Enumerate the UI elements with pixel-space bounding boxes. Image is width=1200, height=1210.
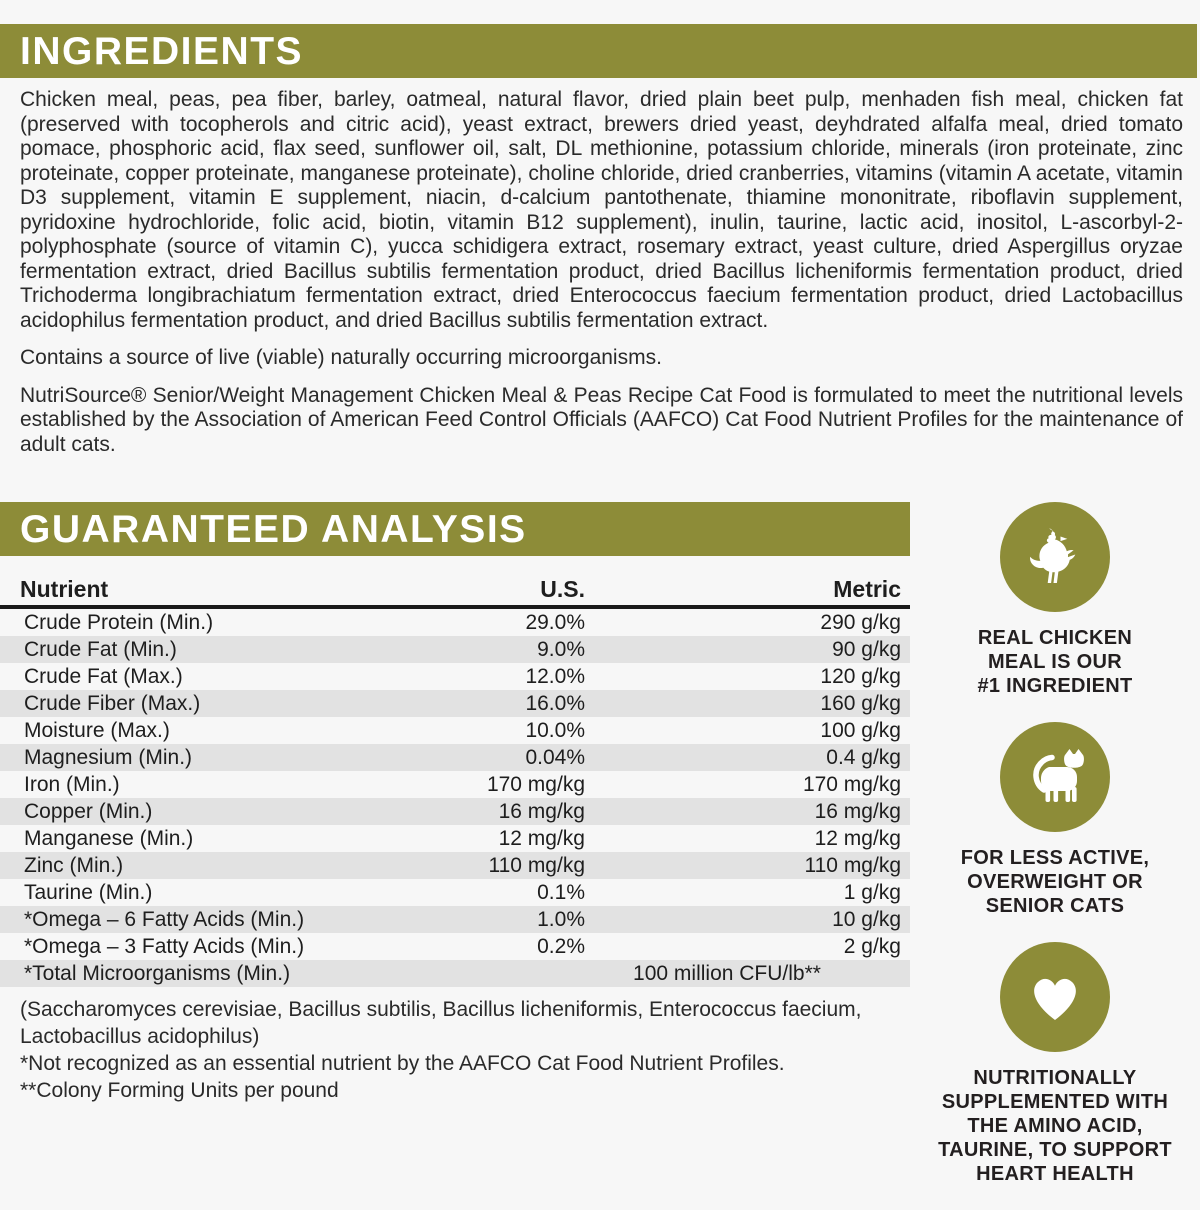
contains-statement: Contains a source of live (viable) natur… bbox=[20, 346, 662, 369]
column-header-nutrient: Nutrient bbox=[20, 576, 109, 602]
nutrient-cell: Zinc (Min.) bbox=[24, 853, 124, 877]
us-value-cell: 0.04% bbox=[525, 745, 585, 769]
table-row: Copper (Min.) 16 mg/kg 16 mg/kg bbox=[0, 798, 910, 825]
combined-value-cell: 100 million CFU/lb** bbox=[633, 961, 821, 985]
metric-value-cell: 90 g/kg bbox=[832, 637, 901, 661]
us-value-cell: 170 mg/kg bbox=[486, 772, 585, 796]
analysis-table-body: Crude Protein (Min.) 29.0% 290 g/kg Crude F… bbox=[0, 609, 910, 987]
metric-value-cell: 1 g/kg bbox=[843, 880, 901, 904]
table-row: Taurine (Min.) 0.1% 1 g/kg bbox=[0, 879, 910, 906]
guaranteed-analysis-banner: GUARANTEED ANALYSIS bbox=[0, 502, 910, 556]
us-value-cell: 12 mg/kg bbox=[498, 826, 585, 850]
us-value-cell: 16.0% bbox=[525, 691, 585, 715]
table-row: Zinc (Min.) 110 mg/kg 110 mg/kg bbox=[0, 852, 910, 879]
table-row: Iron (Min.) 170 mg/kg 170 mg/kg bbox=[0, 771, 910, 798]
ingredients-section-banner: INGREDIENTS bbox=[0, 24, 1197, 78]
metric-value-cell: 100 g/kg bbox=[820, 718, 901, 742]
cat-icon bbox=[1000, 722, 1110, 832]
ingredients-list-text: Chicken meal, peas, pea fiber, barley, o… bbox=[20, 88, 1183, 332]
metric-value-cell: 12 mg/kg bbox=[814, 826, 901, 850]
nutrient-cell: Crude Fiber (Max.) bbox=[24, 691, 201, 715]
metric-value-cell: 10 g/kg bbox=[832, 907, 901, 931]
nutrient-cell: Magnesium (Min.) bbox=[24, 745, 193, 769]
ingredients-section: Chicken meal, peas, pea fiber, barley, o… bbox=[0, 78, 1200, 457]
table-row: *Total Microorganisms (Min.) 100 million … bbox=[0, 960, 910, 987]
nutrient-cell: Copper (Min.) bbox=[24, 799, 153, 823]
lower-section: GUARANTEED ANALYSIS Nutrient U.S. Metric… bbox=[0, 502, 1200, 1210]
table-row: Crude Fat (Max.) 12.0% 120 g/kg bbox=[0, 663, 910, 690]
metric-value-cell: 120 g/kg bbox=[820, 664, 901, 688]
guaranteed-analysis-section: GUARANTEED ANALYSIS Nutrient U.S. Metric… bbox=[0, 502, 910, 1210]
table-row: *Omega – 3 Fatty Acids (Min.) 0.2% 2 g/kg bbox=[0, 933, 910, 960]
footnotes: (Saccharomyces cerevisiae, Bacillus subt… bbox=[0, 996, 910, 1104]
badge-caption: NUTRITIONALLY SUPPLEMENTED WITH THE AMIN… bbox=[938, 1067, 1172, 1185]
metric-value-cell: 160 g/kg bbox=[820, 691, 901, 715]
callout-sidebar: REAL CHICKEN MEAL IS OUR #1 INGREDIENT bbox=[910, 502, 1200, 1210]
badge-heart-health: NUTRITIONALLY SUPPLEMENTED WITH THE AMIN… bbox=[938, 942, 1172, 1186]
column-header-us: U.S. bbox=[540, 576, 585, 602]
nutrient-cell: Iron (Min.) bbox=[24, 772, 120, 796]
nutrient-cell: Crude Fat (Min.) bbox=[24, 637, 177, 661]
badge-caption: REAL CHICKEN MEAL IS OUR #1 INGREDIENT bbox=[977, 627, 1133, 697]
table-row: Crude Fiber (Max.) 16.0% 160 g/kg bbox=[0, 690, 910, 717]
us-value-cell: 16 mg/kg bbox=[498, 799, 585, 823]
guaranteed-analysis-table: Nutrient U.S. Metric Crude Protein (Min.… bbox=[0, 576, 910, 987]
aafco-statement: NutriSource® Senior/Weight Management Ch… bbox=[20, 383, 1183, 456]
nutrient-cell: *Omega – 6 Fatty Acids (Min.) bbox=[24, 907, 305, 931]
heart-icon bbox=[1000, 942, 1110, 1052]
table-row: Crude Protein (Min.) 29.0% 290 g/kg bbox=[0, 609, 910, 636]
badge-senior-cats: FOR LESS ACTIVE, OVERWEIGHT OR SENIOR CA… bbox=[961, 722, 1150, 918]
nutrient-cell: *Omega – 3 Fatty Acids (Min.) bbox=[24, 934, 305, 958]
table-row: Crude Fat (Min.) 9.0% 90 g/kg bbox=[0, 636, 910, 663]
metric-value-cell: 290 g/kg bbox=[820, 610, 901, 634]
table-header-row: Nutrient U.S. Metric bbox=[0, 576, 910, 609]
nutrient-cell: *Total Microorganisms (Min.) bbox=[24, 961, 291, 985]
table-row: Manganese (Min.) 12 mg/kg 12 mg/kg bbox=[0, 825, 910, 852]
nutrient-cell: Crude Fat (Max.) bbox=[24, 664, 183, 688]
nutrient-cell: Taurine (Min.) bbox=[24, 880, 153, 904]
us-value-cell: 1.0% bbox=[537, 907, 585, 931]
nutrient-cell: Manganese (Min.) bbox=[24, 826, 194, 850]
us-value-cell: 10.0% bbox=[525, 718, 585, 742]
table-row: *Omega – 6 Fatty Acids (Min.) 1.0% 10 g/kg bbox=[0, 906, 910, 933]
ingredients-title: INGREDIENTS bbox=[20, 29, 304, 73]
metric-value-cell: 0.4 g/kg bbox=[826, 745, 901, 769]
metric-value-cell: 16 mg/kg bbox=[814, 799, 901, 823]
table-row: Moisture (Max.) 10.0% 100 g/kg bbox=[0, 717, 910, 744]
us-value-cell: 9.0% bbox=[537, 637, 585, 661]
badge-caption: FOR LESS ACTIVE, OVERWEIGHT OR SENIOR CA… bbox=[960, 847, 1150, 917]
column-header-metric: Metric bbox=[833, 576, 901, 602]
guaranteed-analysis-title: GUARANTEED ANALYSIS bbox=[20, 507, 527, 551]
metric-value-cell: 170 mg/kg bbox=[802, 772, 901, 796]
us-value-cell: 29.0% bbox=[525, 610, 585, 634]
chicken-icon bbox=[999, 502, 1110, 612]
metric-value-cell: 110 mg/kg bbox=[804, 853, 902, 877]
metric-value-cell: 2 g/kg bbox=[843, 934, 901, 958]
us-value-cell: 12.0% bbox=[525, 664, 585, 688]
nutrient-cell: Moisture (Max.) bbox=[24, 718, 170, 742]
us-value-cell: 0.1% bbox=[537, 880, 585, 904]
footnote-microorganism-species: (Saccharomyces cerevisiae, Bacillus subt… bbox=[20, 998, 862, 1048]
footnote-cfu: **Colony Forming Units per pound bbox=[20, 1079, 339, 1102]
us-value-cell: 0.2% bbox=[537, 934, 585, 958]
nutrient-cell: Crude Protein (Min.) bbox=[24, 610, 214, 634]
badge-real-chicken: REAL CHICKEN MEAL IS OUR #1 INGREDIENT bbox=[977, 502, 1132, 698]
footnote-not-recognized: *Not recognized as an essential nutrient… bbox=[20, 1052, 785, 1075]
table-row: Magnesium (Min.) 0.04% 0.4 g/kg bbox=[0, 744, 910, 771]
us-value-cell: 110 mg/kg bbox=[488, 853, 586, 877]
